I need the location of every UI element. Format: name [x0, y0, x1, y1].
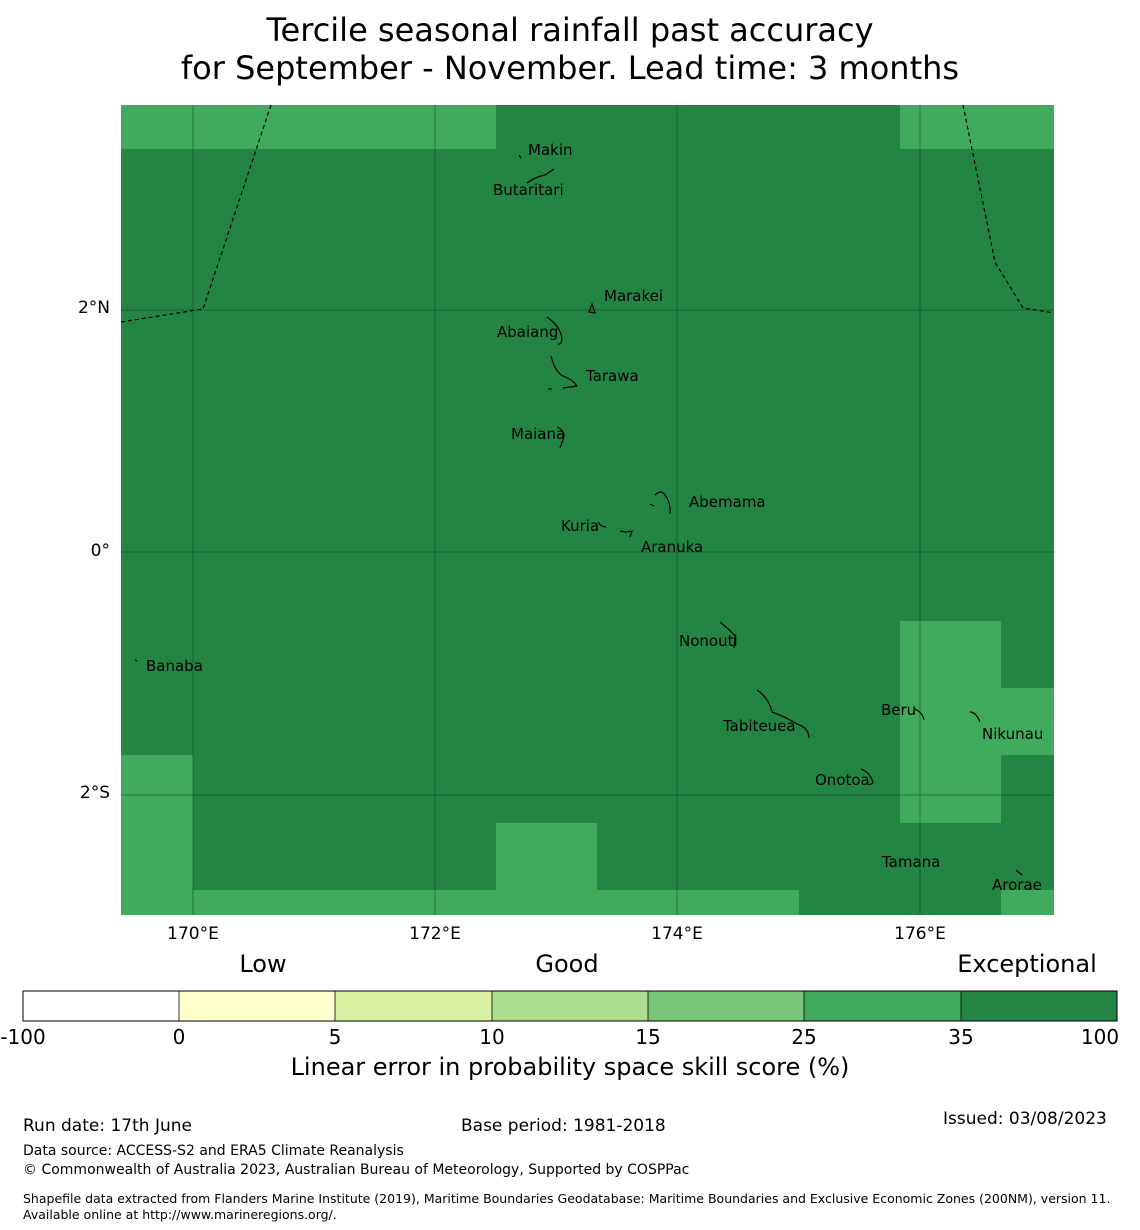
abaiang-outline — [546, 316, 563, 345]
beru-outline — [914, 708, 925, 721]
shapefile-credit: Shapefile data extracted from Flanders M… — [23, 1191, 1111, 1222]
graticule — [121, 105, 1054, 915]
colorbar-category-exceptional: Exceptional — [957, 950, 1097, 978]
island-outlines — [134, 154, 1023, 876]
colorbar-tick: 35 — [948, 1025, 974, 1049]
colorbar-tick: 15 — [635, 1025, 661, 1049]
colorbar-segment-low — [23, 991, 179, 1021]
banaba-outline — [134, 659, 138, 662]
colorbar-tick: -100 — [0, 1025, 46, 1049]
colorbar — [22, 990, 1118, 1022]
lon-label-170e: 170°E — [167, 924, 219, 944]
colorbar-tick: 10 — [479, 1025, 505, 1049]
eez-boundary-west — [120, 104, 272, 323]
colorbar-frame — [22, 990, 1118, 1022]
run-date: Run date: 17th June — [23, 1116, 192, 1136]
island-label-arorae: Arorae — [992, 876, 1042, 894]
data-source: Data source: ACCESS-S2 and ERA5 Climate … — [23, 1143, 404, 1159]
eez-boundary-east — [962, 104, 1055, 314]
makin-outline — [518, 154, 522, 159]
lon-label-174e: 174°E — [651, 924, 703, 944]
colorbar-dividers — [178, 991, 962, 1021]
island-label-marakei: Marakei — [604, 287, 663, 305]
skill-cell — [496, 823, 597, 890]
island-label-makin: Makin — [528, 141, 573, 159]
colorbar-category-good: Good — [535, 950, 599, 978]
tabiteuea-outline — [756, 689, 810, 739]
base-period: Base period: 1981-2018 — [461, 1116, 666, 1136]
nonouti-outline — [719, 621, 736, 649]
island-label-nikunau: Nikunau — [982, 725, 1043, 743]
island-label-abemama: Abemama — [689, 493, 766, 511]
skill-cell — [121, 755, 193, 915]
island-label-maiana: Maiana — [511, 425, 565, 443]
island-label-beru: Beru — [881, 701, 916, 719]
skill-background — [121, 105, 1054, 915]
colorbar-tick: 0 — [172, 1025, 186, 1049]
colorbar-segment-5-10 — [335, 991, 492, 1021]
lat-label-0: 0° — [90, 541, 110, 561]
colorbar-segment-0-5 — [179, 991, 335, 1021]
maiana-outline — [556, 426, 565, 449]
lon-label-176e: 176°E — [894, 924, 946, 944]
colorbar-category-low: Low — [239, 950, 287, 978]
island-label-kuria: Kuria — [561, 517, 599, 535]
skill-grid — [121, 105, 1054, 915]
abemama-outline — [649, 491, 671, 515]
colorbar-segment-10-15 — [492, 991, 648, 1021]
skill-cell — [1001, 688, 1054, 755]
onotoa-outline — [860, 768, 874, 786]
island-label-tarawa: Tarawa — [585, 367, 639, 385]
copyright-notice: © Commonwealth of Australia 2023, Austra… — [23, 1162, 690, 1178]
island-labels: Makin Butaritari Marakei Abaiang Tarawa … — [146, 141, 1043, 894]
colorbar-segment-15-25 — [648, 991, 804, 1021]
eez-boundaries — [120, 104, 1055, 323]
map-title-line2: for September - November. Lead time: 3 m… — [180, 49, 960, 87]
colorbar-caption: Linear error in probability space skill … — [290, 1053, 850, 1081]
island-label-tabiteuea: Tabiteuea — [722, 717, 796, 735]
aranuka-outline — [619, 530, 633, 538]
island-label-abaiang: Abaiang — [497, 323, 558, 341]
issued-date: Issued: 03/08/2023 — [943, 1109, 1107, 1129]
island-label-aranuka: Aranuka — [641, 538, 703, 556]
island-label-banaba: Banaba — [146, 657, 203, 675]
skill-cell — [193, 890, 799, 915]
island-label-butaritari: Butaritari — [493, 181, 564, 199]
colorbar-segment-35-100 — [961, 991, 1117, 1021]
colorbar-tick: 100 — [1080, 1025, 1120, 1049]
skill-cell — [900, 621, 1001, 823]
tarawa-outline — [548, 355, 579, 390]
lon-label-172e: 172°E — [409, 924, 461, 944]
marakei-outline — [588, 302, 596, 314]
island-label-nonouti: Nonouti — [679, 632, 738, 650]
kuria-outline — [597, 521, 607, 528]
skill-cell — [121, 105, 496, 149]
skill-cell — [1001, 890, 1054, 915]
map-title-line1: Tercile seasonal rainfall past accuracy — [266, 11, 874, 49]
colorbar-tick: 25 — [791, 1025, 817, 1049]
island-label-tamana: Tamana — [881, 853, 940, 871]
lat-label-2n: 2°N — [77, 298, 110, 318]
colorbar-tick: 5 — [328, 1025, 342, 1049]
skill-cell — [900, 105, 1054, 149]
colorbar-segment-25-35 — [804, 991, 961, 1021]
butaritari-outline — [526, 168, 555, 184]
lat-label-2s: 2°S — [79, 783, 110, 803]
nikunau-outline — [969, 711, 981, 723]
island-label-onotoa: Onotoa — [815, 771, 870, 789]
arorae-outline — [1015, 869, 1023, 876]
